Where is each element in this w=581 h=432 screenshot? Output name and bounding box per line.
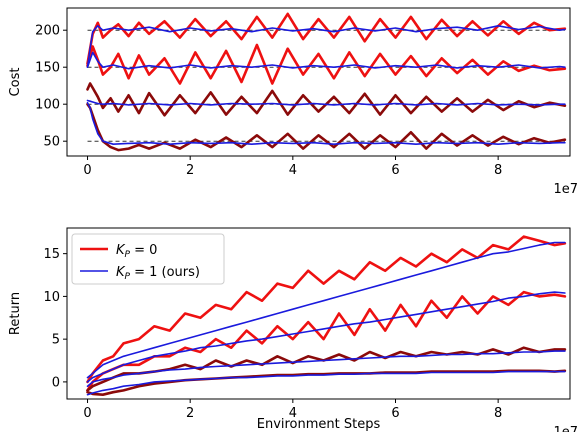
legend-box	[71, 233, 225, 285]
series-line	[86, 51, 566, 70]
series-line	[86, 43, 567, 85]
x-tick-label: 8	[494, 163, 502, 178]
y-tick-label: 150	[35, 61, 60, 76]
x-tick-label: 0	[83, 163, 91, 178]
series-line	[86, 102, 567, 152]
x-tick-label: 2	[186, 406, 194, 421]
x-offset-label: 1e7	[553, 425, 578, 432]
series-line	[86, 82, 567, 117]
series-line	[86, 369, 567, 397]
x-offset-label: 1e7	[553, 182, 578, 197]
legend-label: KP = 1 (ours)	[116, 265, 200, 282]
y-axis-label: Return	[8, 292, 23, 335]
series-line	[86, 350, 566, 388]
series-line	[86, 101, 566, 145]
x-tick-label: 6	[391, 406, 399, 421]
series-line	[86, 99, 566, 106]
series-line	[86, 24, 566, 68]
series-line	[86, 291, 566, 383]
axes-frame	[66, 7, 571, 157]
x-tick-label: 8	[494, 406, 502, 421]
cost-panel: 0 2 4 6 8 50 100 150 200 1e7 Cost	[8, 7, 578, 197]
y-tick-label: 200	[35, 24, 60, 39]
y-tick-label: 15	[43, 247, 60, 262]
y-axis-label: Cost	[8, 68, 23, 97]
legend-label: KP = 0	[116, 243, 157, 260]
y-tick-label: 10	[43, 290, 60, 305]
x-tick-label: 4	[289, 406, 297, 421]
x-tick-label: 4	[289, 163, 297, 178]
series-line	[86, 235, 567, 384]
series-line	[86, 12, 567, 65]
x-axis-label: Environment Steps	[257, 417, 381, 432]
legend: KP = 0 KP = 1 (ours)	[71, 233, 225, 285]
x-tick-label: 2	[186, 163, 194, 178]
series-line	[86, 370, 566, 396]
y-tick-label: 50	[43, 135, 60, 150]
x-tick-label: 0	[83, 406, 91, 421]
series-line	[86, 241, 566, 379]
y-tick-label: 0	[52, 375, 60, 390]
return-panel: 0 2 4 6 8 0 5 10 15 1e7 Return Environment Steps KP …	[8, 227, 578, 432]
axes-frame	[66, 227, 571, 400]
y-tick-label: 5	[52, 333, 60, 348]
x-tick-label: 6	[391, 163, 399, 178]
y-tick-label: 100	[35, 98, 60, 113]
